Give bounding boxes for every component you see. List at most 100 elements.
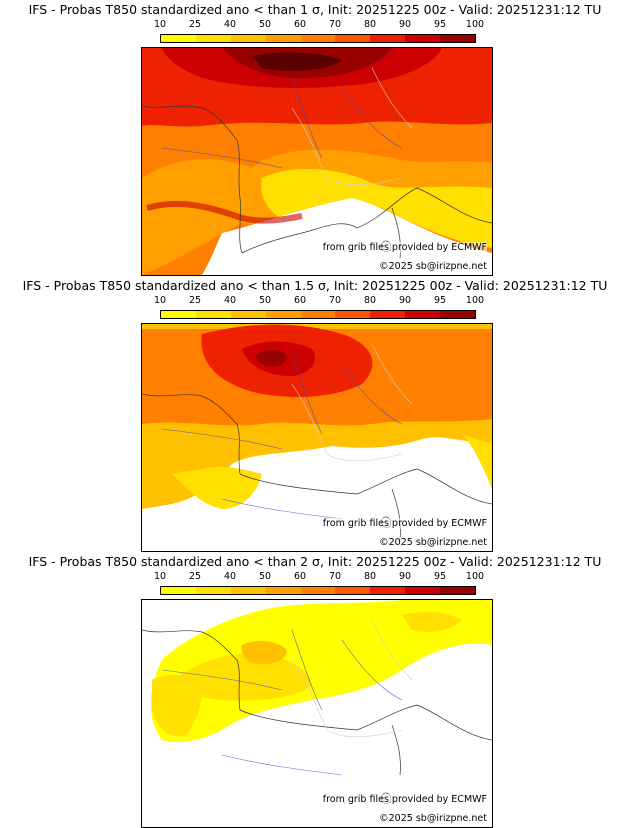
colorbar-tick: 95 [433,295,447,306]
colorbar-tick: 95 [433,19,447,30]
panel-2-sigma: IFS - Probas T850 standardized ano < tha… [0,552,630,828]
colorbar-swatch [230,587,266,594]
colorbar-tick: 90 [398,571,412,582]
credit-copyright: ©2025 sb@irizpne.net [379,813,487,824]
colorbar-tick: 40 [223,571,237,582]
colorbar [160,586,476,595]
borders [291,343,413,462]
colorbar-swatch [370,35,406,42]
panel-1-sigma: IFS - Probas T850 standardized ano < tha… [0,0,630,276]
colorbar-tick: 10 [153,295,167,306]
colorbar-tick: 95 [433,571,447,582]
colorbar-labels: 10 25 40 50 60 70 80 90 95 100 [0,295,630,307]
colorbar-labels: 10 25 40 50 60 70 80 90 95 100 [0,571,630,583]
probability-map: from grib files provided by ECMWF ©2025 … [141,599,493,828]
probability-zone-25 [261,168,492,248]
colorbar-tick: 80 [363,19,377,30]
colorbar-swatch [370,311,406,318]
colorbar-swatch [161,35,196,42]
colorbar-tick: 50 [258,571,272,582]
borders [291,67,413,186]
colorbar-swatch [230,35,266,42]
colorbar-tick: 25 [188,571,202,582]
colorbar-swatch [230,311,266,318]
colorbar-labels: 10 25 40 50 60 70 80 90 95 100 [0,19,630,31]
colorbar-tick: 80 [363,295,377,306]
colorbar-tick: 60 [293,571,307,582]
panel-1-5-sigma: IFS - Probas T850 standardized ano < tha… [0,276,630,552]
colorbar [160,34,476,43]
map-canvas [142,324,492,551]
panel-title: IFS - Probas T850 standardized ano < tha… [28,554,602,569]
rivers [161,77,403,169]
probability-zone-25 [172,466,262,509]
coastlines [142,629,492,804]
colorbar-swatch [335,587,371,594]
probability-map: from grib files provided by ECMWF ©2025 … [141,47,493,276]
colorbar-tick: 80 [363,571,377,582]
credit-source: from grib files provided by ECMWF [322,242,487,253]
panel-title: IFS - Probas T850 standardized ano < tha… [28,2,602,17]
colorbar-tick: 90 [398,19,412,30]
coastlines [142,105,492,259]
colorbar-swatch [265,587,301,594]
colorbar-swatch [195,35,231,42]
colorbar-swatch [195,587,231,594]
probability-band [146,200,303,224]
colorbar-swatch [300,35,336,42]
colorbar-tick: 100 [465,19,485,30]
colorbar-swatch [405,35,441,42]
colorbar-tick: 100 [465,295,485,306]
colorbar-tick: 40 [223,19,237,30]
panel-title: IFS - Probas T850 standardized ano < tha… [22,278,608,293]
colorbar-swatch [440,35,476,42]
credit-source: from grib files provided by ECMWF [322,794,487,805]
rivers [161,353,403,520]
colorbar-swatch [335,35,371,42]
colorbar-tick: 50 [258,19,272,30]
colorbar-swatch [300,311,336,318]
probability-zone-50 [142,149,492,275]
colorbar-swatch [161,311,196,318]
probability-zone-95 [256,349,287,367]
probability-zone-25 [152,674,202,737]
colorbar-tick: 10 [153,19,167,30]
map-canvas [142,48,492,275]
borders [291,619,413,738]
probability-zone-10 [150,600,492,742]
colorbar-tick: 25 [188,295,202,306]
colorbar-swatch [440,311,476,318]
colorbar-tick: 10 [153,571,167,582]
colorbar-tick: 50 [258,295,272,306]
colorbar-swatch [161,587,196,594]
colorbar-tick: 70 [328,571,342,582]
colorbar-tick: 25 [188,19,202,30]
probability-zone-100 [252,52,342,71]
colorbar-tick: 70 [328,295,342,306]
probability-zone-below-10 [202,198,492,275]
credit-source: from grib files provided by ECMWF [322,518,487,529]
map-canvas [142,600,492,827]
probability-map: from grib files provided by ECMWF ©2025 … [141,323,493,552]
colorbar-swatch [405,587,441,594]
colorbar-tick: 60 [293,19,307,30]
colorbar-tick: 60 [293,295,307,306]
colorbar [160,310,476,319]
colorbar-swatch [370,587,406,594]
colorbar-swatch [195,311,231,318]
colorbar-swatch [405,311,441,318]
colorbar-tick: 100 [465,571,485,582]
colorbar-tick: 90 [398,295,412,306]
colorbar-swatch [300,587,336,594]
probability-zone-40 [241,640,287,665]
colorbar-swatch [335,311,371,318]
colorbar-tick: 70 [328,19,342,30]
rivers [161,629,403,776]
colorbar-swatch [440,587,476,594]
credit-copyright: ©2025 sb@irizpne.net [379,537,487,548]
probability-zone-25 [402,611,462,632]
colorbar-swatch [265,311,301,318]
credit-copyright: ©2025 sb@irizpne.net [379,261,487,272]
colorbar-tick: 40 [223,295,237,306]
colorbar-swatch [265,35,301,42]
